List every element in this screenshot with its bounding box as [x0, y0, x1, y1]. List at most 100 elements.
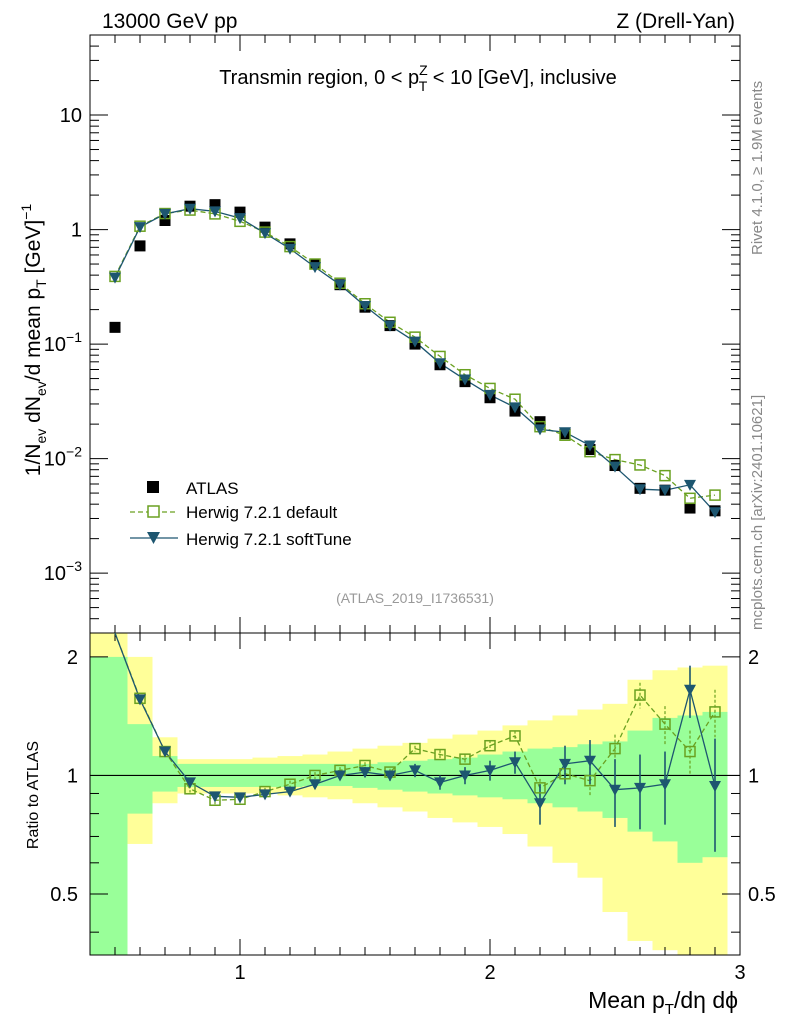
legend-item-atlas: ATLAS: [147, 479, 239, 498]
ratio-herwig-default-point: [709, 706, 721, 718]
ratio-herwig-softtune-point: [259, 789, 271, 801]
ratio-herwig-default-point: [434, 748, 446, 761]
mcplots-label: mcplots.cern.ch [arXiv:2401.10621]: [749, 395, 766, 630]
atlas-point: [159, 214, 171, 226]
ratio-herwig-default-point: [534, 782, 546, 794]
analysis-watermark: (ATLAS_2019_I1736531): [336, 590, 494, 606]
y-tick-label: 10−2: [44, 444, 82, 471]
y-axis-title: 1/Nev dNev/d mean pT [GeV]−1: [18, 204, 49, 477]
ratio-herwig-softtune-point: [634, 782, 646, 794]
legend-label-herwig-default: Herwig 7.2.1 default: [186, 503, 337, 522]
ratio-herwig-softtune-point: [459, 770, 471, 782]
ratio-herwig-softtune-point: [159, 746, 171, 758]
ratio-y-tick-label: 2: [67, 647, 78, 669]
ratio-plot: 1 2 3 0.5 0.5 1 1 2 2 Ratio to ATLAS: [25, 632, 776, 984]
herwig-softtune-point: [334, 279, 346, 291]
ratio-y-tick-label-right: 0.5: [748, 884, 776, 906]
atlas-point: [209, 199, 221, 211]
y-tick-label-exponent: −1: [66, 329, 82, 345]
ratio-herwig-default-point: [659, 718, 671, 730]
ratio-y-tick-label: 0.5: [50, 884, 78, 906]
legend-marker-atlas: [147, 481, 159, 493]
y-tick-label: 1: [71, 220, 82, 242]
ratio-herwig-softtune-point: [409, 765, 421, 777]
herwig-softtune-point: [534, 424, 546, 436]
herwig-default-point: [709, 489, 721, 501]
herwig-softtune-point: [584, 440, 596, 452]
ratio-herwig-softtune-point: [509, 757, 521, 769]
herwig-softtune-point: [134, 222, 146, 234]
ratio-y-axis-title: Ratio to ATLAS: [25, 741, 42, 849]
header-right: Z (Drell-Yan): [616, 10, 735, 33]
herwig-softtune-point: [209, 206, 221, 218]
ratio-herwig-default-point: [584, 774, 596, 787]
herwig-softtune-point: [109, 272, 121, 284]
ratio-herwig-softtune-point: [234, 792, 246, 804]
ratio-herwig-softtune-point: [709, 781, 721, 793]
x-axis-title: Mean pT/dη dϕ: [588, 987, 738, 1018]
y-tick-label-base: 10: [44, 334, 66, 356]
y-tick-label: 10: [60, 105, 82, 127]
ratio-herwig-softtune-point: [184, 777, 196, 789]
atlas-point: [234, 206, 246, 218]
y-tick-label-base: 10: [44, 449, 66, 471]
ratio-herwig-softtune-point: [209, 791, 221, 803]
ratio-herwig-softtune-point: [684, 684, 696, 696]
ratio-herwig-softtune-point: [559, 758, 571, 770]
herwig-softtune-point: [634, 484, 646, 496]
ratio-herwig-default-point: [509, 730, 521, 742]
ratio-herwig-softtune-point: [609, 784, 621, 796]
herwig-softtune-point: [559, 427, 571, 439]
herwig-softtune-point: [159, 208, 171, 220]
ratio-herwig-softtune-point: [284, 786, 296, 798]
ratio-band-inner: [90, 656, 128, 955]
x-tick-label: 2: [484, 962, 495, 984]
ratio-series: [114, 632, 721, 852]
herwig-softtune-point: [259, 228, 271, 240]
herwig-softtune-point: [434, 358, 446, 370]
atlas-point: [134, 240, 146, 252]
herwig-softtune-point: [284, 243, 296, 255]
herwig-softtune-point: [359, 301, 371, 313]
ratio-herwig-default-point: [634, 689, 646, 701]
ratio-herwig-default-point: [609, 742, 621, 755]
herwig-default-point: [659, 469, 671, 482]
herwig-softtune-point: [609, 461, 621, 473]
ratio-herwig-default-point: [459, 753, 471, 765]
herwig-softtune-point: [234, 213, 246, 225]
x-tick-label: 3: [734, 962, 745, 984]
ratio-band-inner: [127, 724, 153, 814]
legend-marker-herwig-default: [147, 505, 160, 518]
ratio-herwig-softtune-point: [359, 767, 371, 779]
ratio-herwig-softtune-point: [434, 777, 446, 789]
ratio-herwig-softtune-point: [584, 755, 596, 767]
herwig-softtune-point: [484, 389, 496, 401]
herwig-default-line: [114, 209, 716, 499]
ratio-herwig-default-point: [484, 739, 496, 752]
ratio-band-inner: [677, 715, 703, 863]
herwig-softtune-point: [509, 402, 521, 414]
herwig-default-point: [634, 459, 646, 471]
ratio-herwig-default-point: [684, 745, 696, 758]
ratio-herwig-softtune-point: [309, 779, 321, 791]
legend-label-atlas: ATLAS: [186, 479, 239, 498]
plot-title: Transmin region, 0 < pZ T < 10 [GeV], inc…: [219, 62, 617, 94]
y-tick-label: 10−3: [44, 558, 82, 585]
herwig-softtune-point: [709, 507, 721, 519]
y-tick-label-exponent: −2: [66, 444, 82, 460]
herwig-softtune-point: [409, 336, 421, 348]
herwig-softtune-point: [384, 320, 396, 332]
herwig-softtune-line: [114, 208, 716, 513]
legend-marker-herwig-softtune: [147, 532, 160, 544]
legend-item-herwig-softtune: Herwig 7.2.1 softTune: [130, 530, 352, 549]
rivet-label: Rivet 4.1.0, ≥ 1.9M events: [749, 81, 766, 255]
ratio-herwig-softtune-point: [134, 694, 146, 706]
herwig-softtune-point: [309, 262, 321, 274]
herwig-default-point: [684, 492, 696, 505]
ratio-y-tick-label: 1: [67, 765, 78, 787]
y-tick-label: 10−1: [44, 329, 82, 356]
ratio-herwig-default-point: [409, 742, 421, 755]
